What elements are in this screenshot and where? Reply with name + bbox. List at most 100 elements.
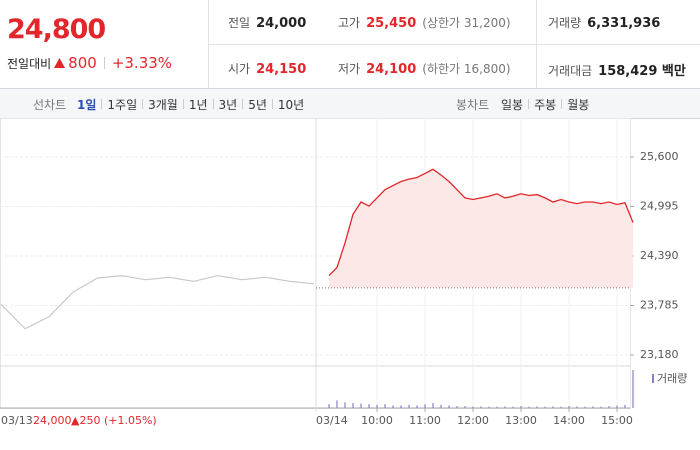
period-tab[interactable]: 1일 [77, 98, 97, 112]
stat-value: 24,000 [256, 16, 307, 31]
y-tick-label: 23,785 [640, 299, 679, 312]
volume-bar [344, 402, 346, 408]
volume-bar [456, 406, 458, 408]
x-tick-label: 10:00 [361, 414, 393, 427]
volume-bar [376, 404, 378, 408]
volume-bar [432, 402, 434, 408]
volume-bar [520, 406, 522, 408]
stat: 전일 24,000 [228, 14, 306, 31]
tab-sep [101, 99, 103, 109]
volume-bar [480, 406, 482, 408]
period-tab[interactable]: 3년 [218, 98, 238, 112]
change-label: 전일대비 [7, 56, 52, 71]
volume-bar [328, 404, 330, 408]
volume-bar [472, 406, 474, 408]
change-pct: +3.33% [111, 54, 173, 72]
tab-sep [212, 99, 214, 109]
up-arrow [54, 58, 66, 68]
tab-label: 선차트 [33, 98, 67, 112]
candle-tab[interactable]: 월봉 [567, 98, 590, 112]
volume-bar [440, 404, 442, 408]
price: 24,800 [7, 14, 106, 45]
prev-day-line [0, 274, 315, 330]
stat-value: 158,429 백만 [598, 64, 686, 79]
y-tick-label: 24,390 [640, 249, 679, 262]
stat-value: 6,331,936 [587, 16, 661, 31]
volume-bar [544, 406, 546, 408]
stat: 시가 24,150 [228, 60, 306, 77]
change-row: 전일대비 800 +3.33% [7, 54, 172, 72]
tab-sep [142, 99, 144, 109]
period-tab[interactable]: 1년 [188, 98, 208, 112]
period-tab[interactable]: 10년 [277, 98, 305, 112]
volume-bar [568, 406, 570, 408]
period-tab[interactable]: 3개월 [148, 98, 178, 112]
volume-bar [600, 406, 602, 408]
volume-bar [536, 406, 538, 408]
prev-close: 24,000 [33, 414, 72, 427]
period-tab[interactable]: 1주일 [107, 98, 138, 112]
tab-sep [271, 99, 273, 109]
period-tab[interactable]: 5년 [248, 98, 267, 112]
x-tick-label: 12:00 [457, 414, 489, 427]
candle-tab[interactable]: 일봉 [501, 98, 524, 112]
stat-label: 거래량 [548, 16, 582, 30]
stat: 거래대금 158,429 백만 [548, 60, 686, 79]
x-tick-label: 14:00 [553, 414, 585, 427]
volume-bar [608, 406, 610, 408]
volume-bar [408, 404, 410, 408]
y-tick-label: 25,600 [640, 150, 679, 163]
quote-header: 24,800 전일대비 800 +3.33% 전일 24,000 고가 25,450 (… [0, 0, 700, 89]
today-line [328, 168, 634, 277]
volume-bar [424, 404, 426, 408]
volume-bar [624, 404, 626, 408]
stat-value: 24,100 [366, 62, 417, 77]
x-tick-label: 15:00 [601, 414, 633, 427]
volume-bar [336, 400, 338, 408]
stat-label: 거래대금 [548, 64, 593, 78]
stat: 고가 25,450 (상한가 31,200) [338, 14, 511, 31]
volume-bar [576, 406, 578, 408]
tab-sep [561, 99, 563, 109]
volume-bar [384, 404, 386, 408]
volume-bar [488, 406, 490, 408]
today-area [329, 169, 633, 288]
volume-bar [368, 404, 370, 408]
stat: 거래량 6,331,936 [548, 14, 660, 31]
volume-bar [416, 405, 418, 408]
stat-label: 시가 [228, 62, 251, 76]
volume-bar [392, 405, 394, 408]
volume-bar [528, 406, 530, 408]
volume-bar [592, 406, 594, 408]
volume-bar [496, 406, 498, 408]
candle-tab[interactable]: 주봉 [534, 98, 557, 112]
change: 800 [68, 54, 97, 72]
tab-sep [242, 99, 244, 109]
volume-bar [448, 405, 450, 408]
volume-bar [552, 406, 554, 408]
prev-change: ▲250 (+1.05%) [71, 414, 157, 427]
volume-bar [352, 402, 354, 408]
volume-bar [560, 406, 562, 408]
today-date: 03/14 [316, 414, 348, 427]
tab-sep [528, 99, 530, 109]
stat-note: (상한가 31,200) [422, 16, 511, 30]
y-tick-label: 24,995 [640, 200, 679, 213]
stat-value: 25,450 [366, 16, 417, 31]
volume-bar [504, 406, 506, 408]
prev-date: 03/13 [1, 414, 33, 427]
stat-label: 저가 [338, 62, 361, 76]
y-tick-label: 23,180 [640, 348, 679, 361]
volume-bar [400, 405, 402, 408]
stat-label: 고가 [338, 16, 361, 30]
tab-label: 봉차트 [456, 98, 490, 112]
stat-label: 전일 [228, 16, 251, 30]
chart: 25,600 24,995 24,390 23,785 23,180 10:00 11:00… [0, 118, 687, 427]
tab-bar: 선차트 1일 1주일 3개월 1년 3년 5년 10년 봉차트 일봉 주봉 월봉 [0, 89, 700, 119]
x-tick-label: 13:00 [505, 414, 537, 427]
volume-bar [360, 403, 362, 408]
volume-bar [584, 406, 586, 408]
stat-value: 24,150 [256, 62, 307, 77]
stat: 저가 24,100 (하한가 16,800) [338, 60, 511, 77]
